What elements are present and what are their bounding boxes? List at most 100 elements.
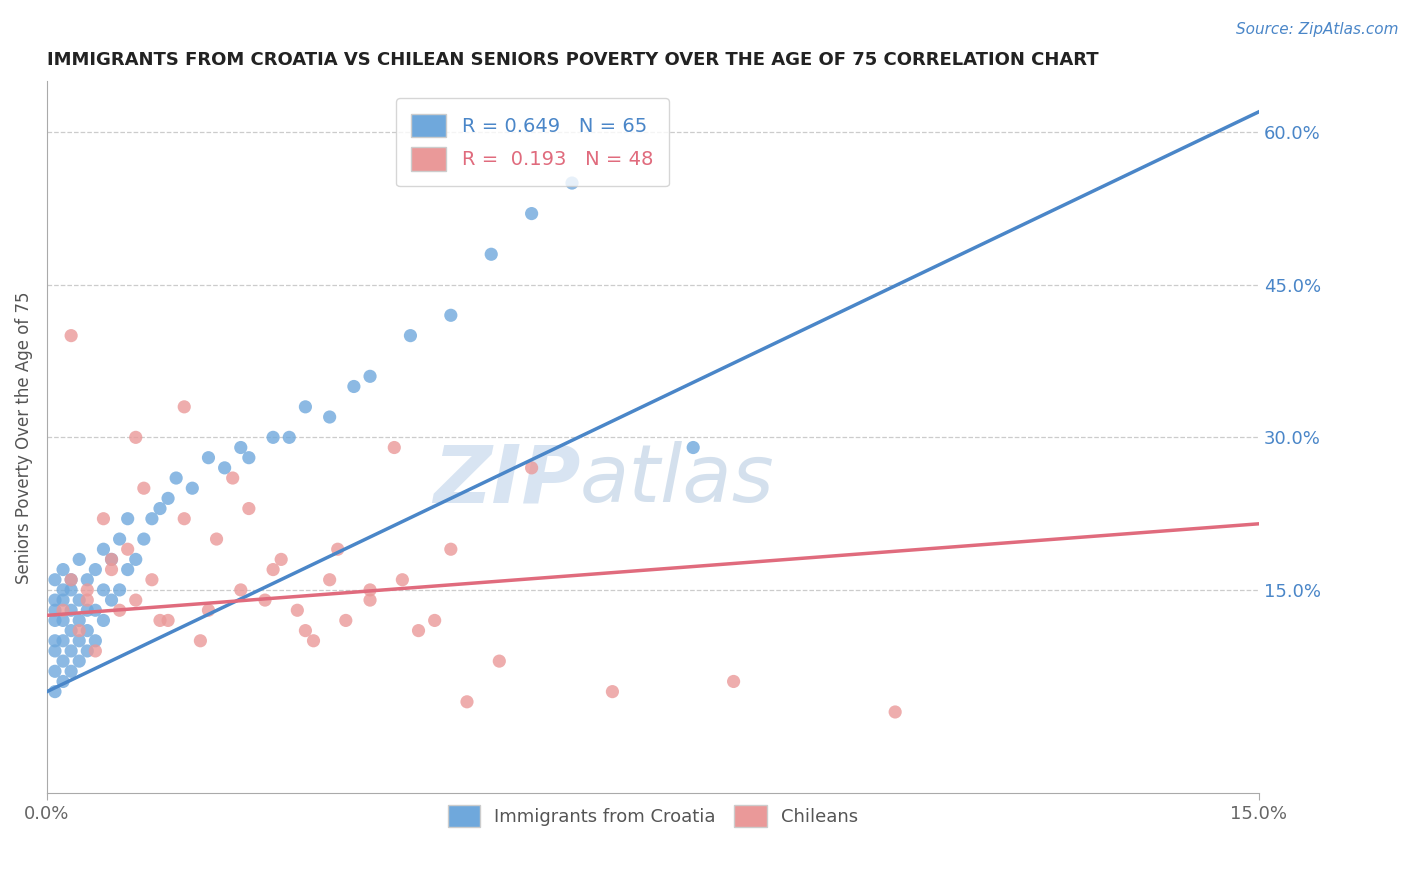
Point — [60, 603, 83, 617]
Point — [157, 491, 180, 506]
Point — [52, 563, 75, 577]
Point — [60, 665, 83, 679]
Point — [408, 624, 430, 638]
Point — [100, 593, 122, 607]
Point — [197, 450, 219, 465]
Point — [238, 450, 260, 465]
Point — [67, 633, 90, 648]
Point — [884, 705, 907, 719]
Point — [100, 552, 122, 566]
Point — [117, 512, 139, 526]
Point — [238, 501, 260, 516]
Point — [181, 481, 204, 495]
Point — [343, 379, 366, 393]
Point — [60, 573, 83, 587]
Point — [456, 695, 478, 709]
Point — [479, 247, 502, 261]
Text: IMMIGRANTS FROM CROATIA VS CHILEAN SENIORS POVERTY OVER THE AGE OF 75 CORRELATIO: IMMIGRANTS FROM CROATIA VS CHILEAN SENIO… — [46, 51, 1098, 69]
Point — [149, 501, 172, 516]
Point — [229, 441, 252, 455]
Legend: Immigrants from Croatia, Chileans: Immigrants from Croatia, Chileans — [440, 797, 865, 834]
Point — [723, 674, 745, 689]
Point — [67, 654, 90, 668]
Point — [67, 624, 90, 638]
Point — [76, 603, 98, 617]
Point — [125, 593, 148, 607]
Point — [165, 471, 187, 485]
Point — [318, 573, 340, 587]
Point — [173, 400, 195, 414]
Point — [52, 654, 75, 668]
Point — [52, 614, 75, 628]
Point — [117, 542, 139, 557]
Point — [93, 614, 115, 628]
Point — [44, 573, 66, 587]
Point — [44, 633, 66, 648]
Point — [399, 328, 422, 343]
Point — [67, 614, 90, 628]
Point — [197, 603, 219, 617]
Point — [149, 614, 172, 628]
Point — [520, 206, 543, 220]
Point — [190, 633, 212, 648]
Point — [132, 532, 155, 546]
Point — [229, 582, 252, 597]
Point — [67, 552, 90, 566]
Point — [93, 582, 115, 597]
Point — [60, 624, 83, 638]
Point — [391, 573, 413, 587]
Point — [173, 512, 195, 526]
Point — [44, 614, 66, 628]
Point — [60, 644, 83, 658]
Point — [682, 441, 704, 455]
Y-axis label: Seniors Poverty Over the Age of 75: Seniors Poverty Over the Age of 75 — [15, 291, 32, 583]
Point — [52, 603, 75, 617]
Point — [67, 593, 90, 607]
Point — [84, 644, 107, 658]
Point — [262, 563, 284, 577]
Point — [561, 176, 583, 190]
Point — [214, 461, 236, 475]
Point — [278, 430, 301, 444]
Point — [100, 552, 122, 566]
Point — [302, 633, 325, 648]
Point — [335, 614, 357, 628]
Point — [76, 573, 98, 587]
Point — [270, 552, 292, 566]
Point — [52, 582, 75, 597]
Point — [76, 593, 98, 607]
Point — [520, 461, 543, 475]
Point — [60, 582, 83, 597]
Point — [326, 542, 349, 557]
Point — [359, 369, 381, 384]
Point — [125, 430, 148, 444]
Point — [44, 603, 66, 617]
Point — [60, 328, 83, 343]
Point — [93, 542, 115, 557]
Text: Source: ZipAtlas.com: Source: ZipAtlas.com — [1236, 22, 1399, 37]
Point — [84, 603, 107, 617]
Point — [44, 684, 66, 698]
Point — [52, 633, 75, 648]
Point — [359, 582, 381, 597]
Point — [440, 542, 463, 557]
Point — [141, 512, 163, 526]
Point — [44, 593, 66, 607]
Point — [108, 603, 131, 617]
Point — [60, 573, 83, 587]
Point — [285, 603, 308, 617]
Point — [84, 633, 107, 648]
Point — [76, 582, 98, 597]
Point — [132, 481, 155, 495]
Point — [318, 409, 340, 424]
Point — [125, 552, 148, 566]
Point — [141, 573, 163, 587]
Point — [108, 582, 131, 597]
Point — [253, 593, 276, 607]
Point — [93, 512, 115, 526]
Point — [108, 532, 131, 546]
Point — [84, 563, 107, 577]
Text: atlas: atlas — [581, 441, 775, 519]
Point — [100, 563, 122, 577]
Point — [205, 532, 228, 546]
